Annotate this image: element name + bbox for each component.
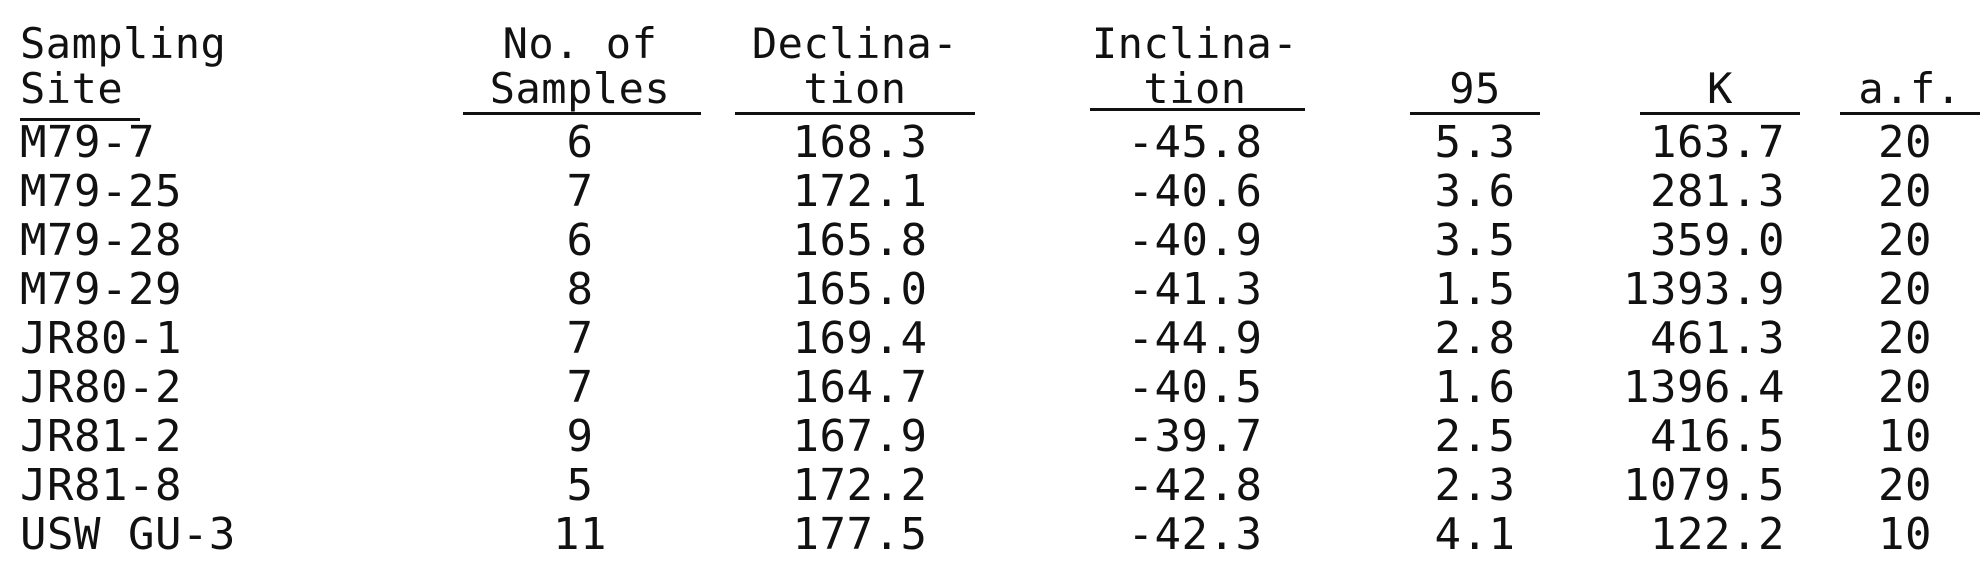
cell-samples: 8 bbox=[566, 264, 594, 315]
cell-inclination: -41.3 bbox=[1127, 264, 1263, 315]
cell-declination: 164.7 bbox=[792, 362, 928, 413]
cell-inclination: -42.3 bbox=[1127, 509, 1263, 560]
header-samples-line2: Samples bbox=[489, 64, 671, 113]
header-samples-line1: No. of bbox=[502, 19, 658, 68]
cell-declination: 167.9 bbox=[792, 411, 928, 462]
cell-declination: 165.8 bbox=[792, 215, 928, 266]
cell-alpha95: 5.3 bbox=[1434, 117, 1516, 168]
cell-site: JR81-2 bbox=[20, 411, 182, 462]
cell-inclination: -40.9 bbox=[1127, 215, 1263, 266]
cell-samples: 6 bbox=[566, 117, 594, 168]
cell-samples: 7 bbox=[566, 362, 594, 413]
cell-site: M79-28 bbox=[20, 215, 182, 266]
cell-k: 1396.4 bbox=[1623, 362, 1785, 413]
cell-site: USW GU-3 bbox=[20, 509, 236, 560]
cell-samples: 6 bbox=[566, 215, 594, 266]
cell-af: 20 bbox=[1878, 264, 1932, 315]
cell-site: M79-7 bbox=[20, 117, 155, 168]
cell-declination: 169.4 bbox=[792, 313, 928, 364]
cell-inclination: -39.7 bbox=[1127, 411, 1263, 462]
rule-samples bbox=[463, 112, 701, 115]
cell-site: JR80-2 bbox=[20, 362, 182, 413]
cell-k: 416.5 bbox=[1650, 411, 1785, 462]
cell-alpha95: 2.8 bbox=[1434, 313, 1516, 364]
header-k: K bbox=[1707, 64, 1733, 113]
cell-samples: 5 bbox=[566, 460, 594, 511]
cell-inclination: -40.6 bbox=[1127, 166, 1263, 217]
cell-inclination: -40.5 bbox=[1127, 362, 1263, 413]
cell-samples: 9 bbox=[566, 411, 594, 462]
cell-alpha95: 1.6 bbox=[1434, 362, 1516, 413]
header-site-line2: Site bbox=[20, 64, 124, 113]
cell-samples: 11 bbox=[553, 509, 607, 560]
cell-af: 10 bbox=[1878, 509, 1932, 560]
cell-alpha95: 3.5 bbox=[1434, 215, 1516, 266]
header-inclination-line1: Inclina- bbox=[1091, 19, 1299, 68]
cell-k: 461.3 bbox=[1650, 313, 1785, 364]
cell-af: 20 bbox=[1878, 460, 1932, 511]
cell-inclination: -45.8 bbox=[1127, 117, 1263, 168]
rule-k bbox=[1640, 112, 1800, 115]
cell-site: M79-25 bbox=[20, 166, 182, 217]
cell-af: 20 bbox=[1878, 166, 1932, 217]
header-alpha95: 95 bbox=[1449, 64, 1501, 113]
cell-declination: 168.3 bbox=[792, 117, 928, 168]
header-inclination-line2: tion bbox=[1143, 64, 1247, 113]
cell-alpha95: 1.5 bbox=[1434, 264, 1516, 315]
cell-declination: 172.1 bbox=[792, 166, 928, 217]
header-declination-line2: tion bbox=[803, 64, 907, 113]
rule-inclination bbox=[1090, 108, 1305, 111]
cell-af: 20 bbox=[1878, 117, 1932, 168]
header-site-line1: Sampling bbox=[20, 19, 227, 68]
cell-site: JR80-1 bbox=[20, 313, 182, 364]
cell-declination: 177.5 bbox=[792, 509, 928, 560]
cell-alpha95: 3.6 bbox=[1434, 166, 1516, 217]
cell-k: 1079.5 bbox=[1623, 460, 1785, 511]
header-declination-line1: Declina- bbox=[751, 19, 959, 68]
cell-k: 122.2 bbox=[1650, 509, 1785, 560]
rule-site bbox=[20, 118, 140, 121]
cell-samples: 7 bbox=[566, 166, 594, 217]
cell-k: 281.3 bbox=[1650, 166, 1785, 217]
cell-samples: 7 bbox=[566, 313, 594, 364]
rule-alpha95 bbox=[1410, 112, 1540, 115]
cell-k: 163.7 bbox=[1650, 117, 1785, 168]
cell-site: M79-29 bbox=[20, 264, 182, 315]
cell-site: JR81-8 bbox=[20, 460, 182, 511]
cell-declination: 172.2 bbox=[792, 460, 928, 511]
cell-alpha95: 2.5 bbox=[1434, 411, 1516, 462]
rule-af bbox=[1840, 112, 1980, 115]
cell-af: 10 bbox=[1878, 411, 1932, 462]
rule-declination bbox=[735, 112, 975, 115]
cell-alpha95: 2.3 bbox=[1434, 460, 1516, 511]
cell-inclination: -44.9 bbox=[1127, 313, 1263, 364]
cell-af: 20 bbox=[1878, 313, 1932, 364]
cell-alpha95: 4.1 bbox=[1434, 509, 1516, 560]
cell-af: 20 bbox=[1878, 215, 1932, 266]
cell-k: 1393.9 bbox=[1623, 264, 1785, 315]
cell-inclination: -42.8 bbox=[1127, 460, 1263, 511]
cell-af: 20 bbox=[1878, 362, 1932, 413]
header-af: a.f. bbox=[1858, 64, 1962, 113]
cell-declination: 165.0 bbox=[792, 264, 928, 315]
cell-k: 359.0 bbox=[1650, 215, 1785, 266]
